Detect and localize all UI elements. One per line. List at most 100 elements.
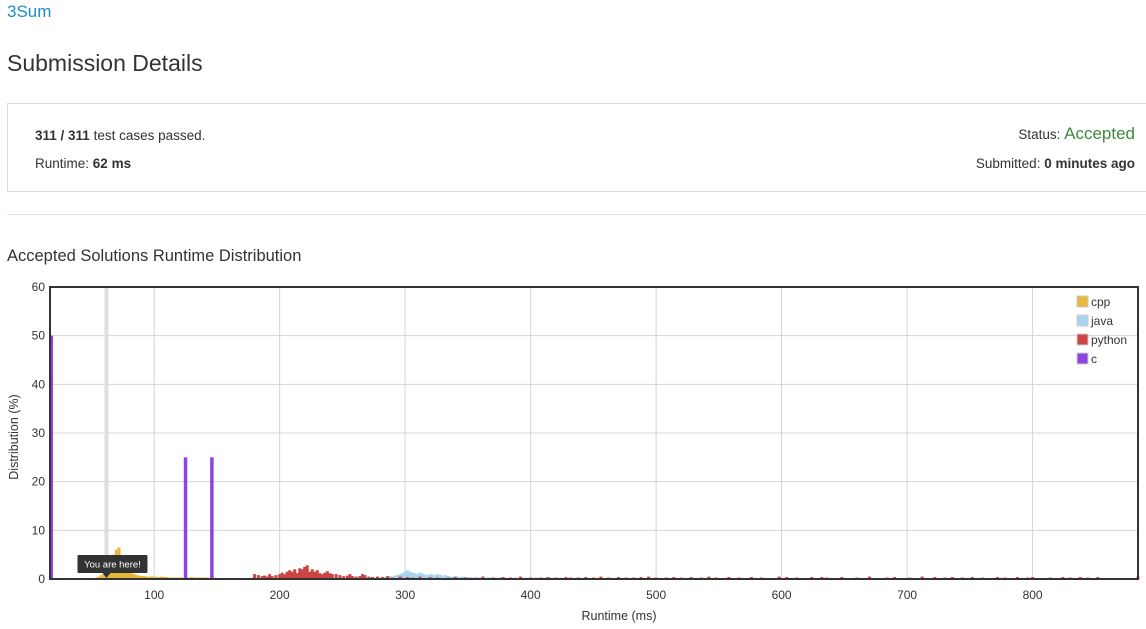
bar-cpp [125,569,129,579]
bar-java [441,575,445,579]
bar-cpp [99,575,103,579]
bar-python [867,576,871,579]
bar-java [431,574,435,579]
x-tick-label: 700 [897,588,917,602]
bar-python [398,576,402,579]
status-summary: Status: Accepted [1018,124,1135,144]
tooltip-box [77,555,148,573]
submitted-label: Submitted: [975,156,1041,171]
submitted-value: 0 minutes ago [1044,156,1135,171]
bar-python [260,576,264,579]
bar-python [313,571,317,579]
bar-python [303,566,307,579]
bar-python [325,571,329,579]
chart-bars [49,335,1140,579]
chart-legend: cpp java python c [1076,295,1127,366]
tooltip-arrow [102,573,111,578]
y-tick-label: 30 [32,426,46,440]
bar-java [456,576,460,579]
bar-python [354,576,358,579]
bar-python [300,569,304,579]
bar-python [320,574,324,579]
bar-java [451,576,455,579]
bar-python [338,575,342,579]
test-cases-count: 311 / 311 [35,128,90,143]
x-tick-label: 300 [395,588,415,602]
bar-python [305,565,309,579]
y-tick-label: 40 [32,377,46,391]
y-tick-label: 60 [32,280,46,294]
problem-title-link[interactable]: 3Sum [7,2,52,21]
bar-python [318,573,322,579]
bar-python [345,575,349,579]
runtime-value: 62 ms [92,156,132,171]
x-tick-label: 800 [1023,588,1043,602]
bar-python [253,574,257,579]
bar-python [599,576,603,579]
bar-java [436,574,440,579]
bar-cpp [140,576,144,579]
bar-python [519,576,523,579]
page-title: Submission Details [7,50,203,76]
bar-python [290,571,294,579]
bar-cpp [135,575,139,579]
bar-python [367,576,371,579]
bar-cpp [97,576,101,579]
bar-cpp [145,576,149,579]
test-cases-label: test cases passed. [93,128,206,143]
bar-python [360,574,364,579]
y-tick-label: 10 [32,523,46,537]
legend-label-cpp: cpp [1091,295,1111,309]
bar-java [413,573,417,579]
legend-swatch-java [1076,314,1089,327]
bar-java [423,574,427,579]
bar-python [348,574,352,579]
legend-swatch-python [1076,333,1089,346]
bar-python [270,576,274,579]
axis-ticks: 100 200 300 400 500 600 700 800 0 10 20 30 40 50 60 [32,280,1043,602]
bar-python [647,576,651,579]
bar-java [428,574,432,579]
x-tick-label: 200 [270,588,290,602]
bar-python [481,576,485,579]
bar-python [268,574,272,579]
bar-java [396,575,400,579]
x-tick-label: 500 [646,588,666,602]
bar-c [210,457,214,579]
bar-cpp [137,575,141,579]
current-runtime-marker [104,287,109,579]
legend-label-java: java [1090,314,1113,328]
bar-c [183,457,188,579]
x-tick-label: 100 [144,588,164,602]
bar-python [386,576,390,579]
bar-python [280,572,284,579]
bar-python [274,575,278,579]
bar-java [426,575,430,579]
bar-python [323,572,327,579]
bar-java [408,571,412,579]
bar-cpp [130,573,134,579]
bar-java [461,576,465,579]
runtime-summary: Runtime: 62 ms [35,156,131,171]
bar-python [278,574,282,579]
bar-python [298,568,302,579]
legend-label-python: python [1091,333,1127,347]
y-tick-label: 50 [32,329,46,343]
bar-python [330,574,334,579]
bar-java [416,574,420,579]
runtime-distribution-chart: 100 200 300 400 500 600 700 800 0 10 20 30 40 50 60 Ru… [7,280,1140,623]
runtime-label: Runtime: [35,156,90,171]
plot-area-frame [49,286,1139,580]
bar-java [438,574,442,579]
status-label: Status: [1018,127,1061,142]
bar-cpp [150,576,154,579]
bar-c [49,335,54,579]
bar-python [310,569,314,579]
legend-swatch-cpp [1076,295,1089,308]
y-tick-label: 20 [32,475,46,489]
bar-java [446,576,450,579]
bar-java [406,570,410,579]
bar-cpp [127,571,131,579]
bar-java [401,573,405,579]
submission-summary-panel: 311 / 311 test cases passed. Runtime: 62… [7,103,1146,192]
